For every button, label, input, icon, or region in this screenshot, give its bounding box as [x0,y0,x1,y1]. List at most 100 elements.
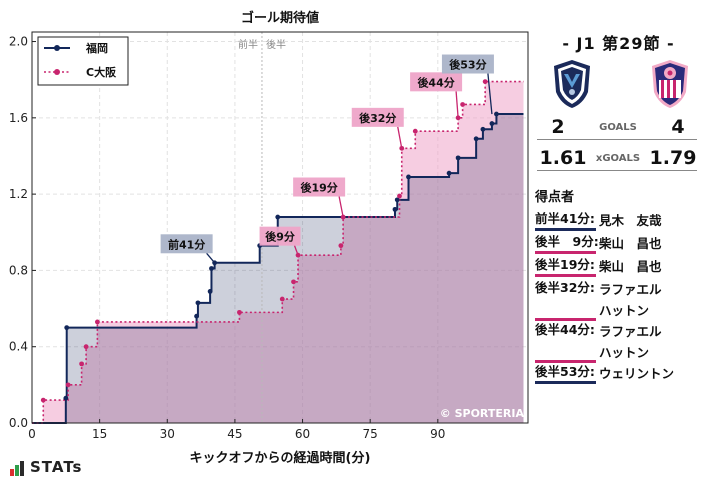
data-point [279,296,285,302]
scorer-name: 柴山 昌也 [599,236,662,251]
y-tick-label: 0.0 [9,416,28,430]
annotation-leader [338,196,344,218]
annotation-box [293,177,346,197]
data-point [40,397,46,403]
cerezo-osaka-crest-icon [652,60,688,108]
data-point [397,193,402,199]
fukuoka-crest-icon [554,60,590,108]
annotation-label: 後19分 [300,181,337,195]
annotation-leader [293,245,299,256]
scorer-row: 後半53分: ウェリントン [535,363,674,384]
goals-row: 2 GOALS 4 [538,116,698,138]
home-xgoals: 1.61 [539,147,587,169]
away-xgoals: 1.79 [649,147,697,169]
legend-box [37,36,129,86]
series-line-1 [32,80,524,424]
plot-frame [31,31,529,424]
annotation-leader [455,91,459,118]
y-tick-label: 0.4 [9,340,28,354]
divider [537,170,697,171]
legend-marker [54,69,60,75]
data-point [340,214,346,220]
data-point [480,126,486,132]
y-tick-label: 0.8 [9,263,28,277]
data-point [83,344,89,350]
scorer-time: 後半44分: [535,321,596,363]
scorer-name: ラファエル ハットン [599,282,662,318]
data-point [63,395,69,401]
scorer-time: 後半32分: [535,279,596,321]
data-point [460,102,466,107]
scorer-name: 柴山 昌也 [599,259,662,274]
scorers-title: 得点者 [535,190,575,205]
data-point [237,309,242,315]
data-point [482,79,488,84]
annotation-leader [206,252,216,264]
scorer-name: ウェリントン [599,366,675,381]
halftime-label-first: 前半 [238,38,258,51]
series-area-1 [43,81,524,423]
data-point [79,361,84,367]
x-tick-label: 45 [227,427,242,441]
data-point [194,313,199,319]
data-point [473,136,479,142]
match-panel: - J1 第29節 - 2 GOALS 4 1.61 xGOALS 1.79 得… [530,0,707,479]
scorer-time: 後半 9分: [535,233,599,254]
scorer-row: 前半41分: 見木 友哉 [535,210,662,231]
scorer-name: ラファエル ハットン [599,324,662,360]
x-tick-label: 60 [295,427,310,441]
home-goals: 2 [551,116,565,138]
data-point [494,111,499,117]
x-tick-label: 0 [28,427,36,441]
scorer-row: 後半 9分: 柴山 昌也 [535,233,662,254]
data-point [94,319,100,325]
divider [537,139,697,140]
x-tick-label: 15 [92,427,107,441]
watermark: © SPORTERIA [440,407,525,420]
scorer-name: 見木 友哉 [599,213,662,228]
annotation-label: 前41分 [168,237,205,251]
data-point [65,382,71,388]
chart-title: ゴール期待値 [241,10,319,26]
x-tick-label: 75 [363,427,378,441]
data-point [64,325,70,331]
annotation-label: 後9分 [265,230,295,244]
halftime-label-second: 後半 [266,38,286,51]
annotation-leader [397,126,403,149]
away-goals: 4 [671,116,685,138]
annotation-label: 後53分 [449,58,486,72]
legend: 福岡 C大阪 [37,36,129,86]
data-point [207,288,213,294]
y-tick-label: 1.2 [9,187,28,201]
xgoals-row: 1.61 xGOALS 1.79 [538,147,698,169]
annotation-leader [487,73,493,115]
y-tick-label: 1.6 [9,111,28,125]
data-point [455,155,461,161]
xgoals-label: xGOALS [595,152,641,164]
annotation-box [160,234,213,254]
stats-logo-text: STATs [30,458,83,476]
scorer-row: 後半19分: 柴山 昌也 [535,256,662,277]
goals-label: GOALS [599,121,637,133]
data-point [195,300,201,306]
data-point [275,214,281,220]
data-point [392,206,398,212]
scorer-row: 後半44分: ラファエル ハットン [535,321,662,363]
scorer-time: 後半19分: [535,256,596,277]
annotation-box [410,72,463,92]
annotation-label: 後32分 [359,111,396,125]
data-point [291,279,296,285]
y-tick-label: 2.0 [9,35,28,49]
annotation-box [259,226,301,246]
x-tick-label: 30 [160,427,175,441]
data-point [406,174,411,180]
annotation-label: 後44分 [417,75,454,89]
scorer-time: 前半41分: [535,210,596,231]
match-title: - J1 第29節 - [562,34,675,53]
bar-chart-icon [10,461,25,476]
annotation-box [441,54,494,74]
data-point [209,266,214,271]
legend-marker [54,45,60,51]
legend-label: 福岡 [85,41,108,55]
